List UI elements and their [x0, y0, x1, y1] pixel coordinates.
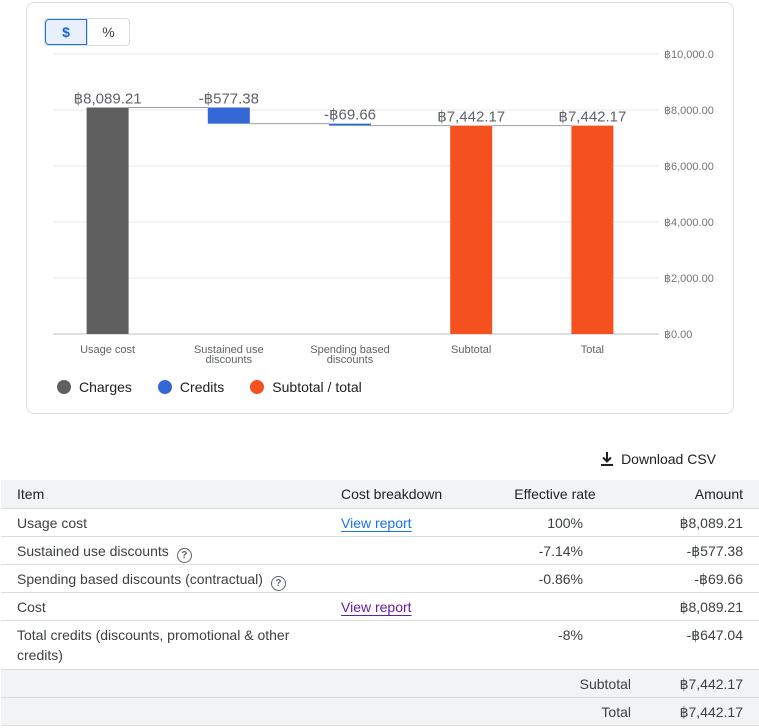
- legend-label-charges: Charges: [79, 379, 132, 395]
- download-csv-button[interactable]: Download CSV: [599, 451, 716, 467]
- x-tick-label: Subtotal: [451, 344, 491, 356]
- legend-item-credits[interactable]: Credits: [157, 379, 225, 395]
- subtotal-row: Subtotal ฿7,442.17: [1, 669, 759, 698]
- total-label: Total: [479, 697, 631, 726]
- x-tick-label: Usage cost: [80, 344, 135, 356]
- view-report-link[interactable]: View report: [341, 515, 412, 531]
- total-spacer: [1, 697, 479, 726]
- x-tick-label: Spending based: [310, 344, 390, 356]
- legend-label-subtotal: Subtotal / total: [272, 379, 362, 395]
- row-amount: ฿8,089.21: [631, 592, 759, 621]
- x-tick-label: discounts: [327, 354, 374, 366]
- row-breakdown: View report: [325, 508, 479, 537]
- row-amount: -฿647.04: [631, 620, 759, 670]
- bar-subtotal: [450, 125, 493, 335]
- row-item: Total credits (discounts, promotional & …: [1, 620, 325, 670]
- table-row: Total credits (discounts, promotional & …: [1, 620, 759, 670]
- row-item: Usage cost: [1, 508, 325, 537]
- row-item-label: Sustained use discounts: [17, 543, 169, 559]
- row-item: Cost: [1, 592, 325, 621]
- data-label: -฿577.38: [199, 91, 259, 108]
- bar-credits: [207, 107, 250, 124]
- row-amount: ฿8,089.21: [631, 508, 759, 537]
- header-amount: Amount: [631, 480, 759, 509]
- chart-legend: Charges Credits Subtotal / total: [57, 379, 388, 395]
- download-csv-label: Download CSV: [621, 451, 716, 467]
- total-amount: ฿7,442.17: [631, 697, 759, 726]
- percent-toggle-button[interactable]: %: [87, 19, 129, 45]
- row-breakdown: [325, 536, 479, 565]
- legend-item-subtotal[interactable]: Subtotal / total: [250, 379, 362, 395]
- row-rate: [479, 592, 631, 621]
- y-tick-label: ฿0.00: [664, 329, 692, 341]
- cost-table: Item Cost breakdown Effective rate Amoun…: [1, 480, 759, 726]
- row-item-label: Spending based discounts (contractual): [17, 571, 263, 587]
- y-tick-label: ฿6,000.00: [664, 161, 714, 173]
- row-amount: -฿577.38: [631, 536, 759, 565]
- x-tick-label: discounts: [206, 354, 253, 366]
- subtotal-spacer: [1, 669, 479, 698]
- subtotal-label: Subtotal: [479, 669, 631, 698]
- row-amount: -฿69.66: [631, 564, 759, 593]
- table-row: Sustained use discounts? -7.14% -฿577.38: [1, 536, 759, 565]
- row-breakdown: [325, 620, 479, 670]
- y-tick-label: ฿10,000.0: [664, 49, 714, 61]
- legend-dot-credits: [157, 380, 172, 394]
- dollar-toggle-button[interactable]: $: [45, 19, 87, 45]
- data-label: ฿8,089.21: [74, 91, 142, 108]
- table-row: Cost View report ฿8,089.21: [1, 592, 759, 621]
- x-tick-label: Sustained use: [194, 344, 264, 356]
- data-label: ฿7,442.17: [558, 109, 626, 126]
- cost-chart-card: $ % ฿0.00 ฿2,000.00 ฿4,000.00 ฿6,000.00 ฿8,0…: [26, 2, 734, 414]
- x-tick-label: Total: [581, 344, 604, 356]
- row-rate: -8%: [479, 620, 631, 670]
- legend-dot-subtotal: [250, 380, 265, 394]
- y-tick-label: ฿8,000.00: [664, 105, 714, 117]
- row-item: Spending based discounts (contractual)?: [1, 564, 325, 593]
- row-breakdown: [325, 564, 479, 593]
- legend-item-charges[interactable]: Charges: [57, 379, 132, 395]
- row-breakdown: View report: [325, 592, 479, 621]
- table-row: Spending based discounts (contractual)? …: [1, 564, 759, 593]
- row-rate: -7.14%: [479, 536, 631, 565]
- bar-charges: [86, 107, 129, 334]
- help-icon[interactable]: ?: [270, 576, 286, 591]
- y-tick-label: ฿4,000.00: [664, 217, 714, 229]
- bar-subtotal: [571, 125, 614, 335]
- row-rate: -0.86%: [479, 564, 631, 593]
- header-item: Item: [1, 480, 325, 509]
- data-label: -฿69.66: [324, 107, 376, 124]
- download-icon: [601, 452, 614, 466]
- legend-label-credits: Credits: [179, 379, 225, 395]
- data-label: ฿7,442.17: [437, 109, 505, 126]
- header-cost-breakdown: Cost breakdown: [325, 480, 479, 509]
- table-header-row: Item Cost breakdown Effective rate Amoun…: [1, 480, 759, 509]
- help-icon[interactable]: ?: [176, 548, 192, 563]
- legend-dot-charges: [57, 380, 71, 394]
- header-effective-rate: Effective rate: [479, 480, 631, 509]
- bar-credits: [329, 123, 371, 126]
- table-row: Usage cost View report 100% ฿8,089.21: [1, 508, 759, 537]
- subtotal-amount: ฿7,442.17: [631, 669, 759, 698]
- waterfall-chart: ฿0.00 ฿2,000.00 ฿4,000.00 ฿6,000.00 ฿8,000.0…: [53, 49, 714, 366]
- row-item: Sustained use discounts?: [1, 536, 325, 565]
- total-row: Total ฿7,442.17: [1, 697, 759, 726]
- view-report-link[interactable]: View report: [341, 599, 412, 615]
- y-tick-label: ฿2,000.00: [664, 273, 714, 285]
- row-rate: 100%: [479, 508, 631, 537]
- unit-toggle: $ %: [44, 18, 130, 46]
